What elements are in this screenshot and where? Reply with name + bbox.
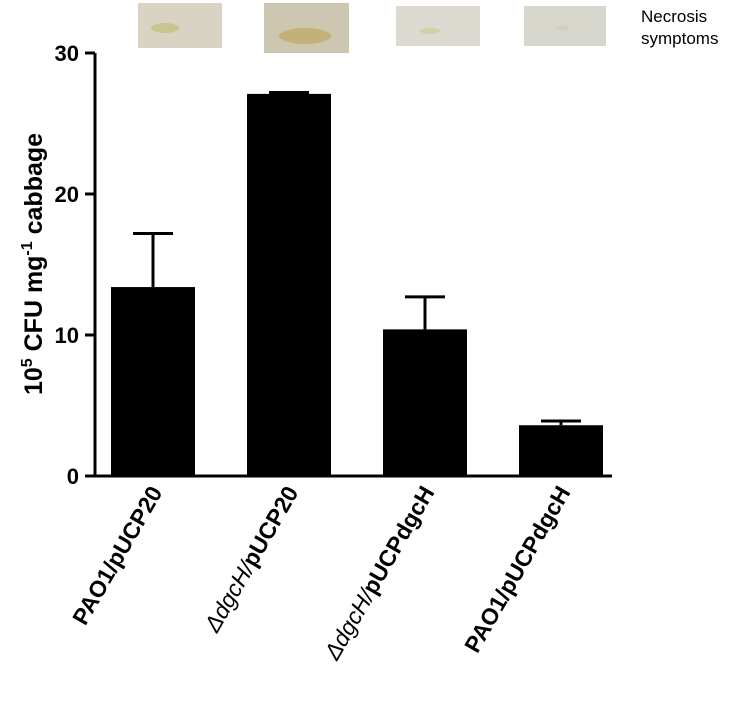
necrosis-photo	[138, 3, 222, 48]
superscript: -1	[19, 241, 36, 255]
necrosis-photo	[264, 3, 349, 53]
y-tick-label: 20	[55, 182, 79, 207]
label-part: 10	[20, 367, 48, 395]
bar	[519, 425, 603, 476]
label-part: cabbage	[20, 133, 48, 241]
y-tick-label: 30	[55, 41, 79, 66]
italic-part: ΔdgcH/	[198, 556, 260, 638]
y-tick-label: 0	[67, 464, 79, 489]
bold-part: pUCP20	[237, 482, 304, 571]
necrosis-photo	[396, 6, 480, 46]
x-tick-label: PAO1/pUCP20	[67, 482, 167, 630]
italic-part: ΔdgcH/	[318, 583, 380, 665]
y-axis-label: 105 CFU mg-1 cabbage	[19, 133, 48, 395]
bar	[383, 329, 467, 476]
bar	[247, 93, 331, 476]
necrosis-photo	[524, 6, 606, 46]
lesion	[151, 23, 179, 33]
annotation-line: symptoms	[641, 29, 718, 48]
annotation-line: Necrosis	[641, 7, 707, 26]
x-tick-label: ΔdgcH/pUCP20	[198, 482, 303, 638]
superscript: 5	[19, 358, 36, 367]
lesion	[279, 28, 331, 44]
lesion	[555, 26, 569, 30]
label-part: CFU mg	[20, 256, 48, 359]
x-tick-label: ΔdgcH/pUCPdgcH	[318, 482, 439, 665]
bar	[111, 287, 195, 476]
y-tick-label: 10	[55, 323, 79, 348]
x-tick-label: PAO1/pUCPdgcH	[459, 482, 575, 657]
necrosis-images	[138, 3, 606, 53]
bold-part: pUCPdgcH	[357, 482, 440, 599]
annotation: Necrosis symptoms	[641, 7, 718, 48]
lesion	[420, 28, 440, 34]
